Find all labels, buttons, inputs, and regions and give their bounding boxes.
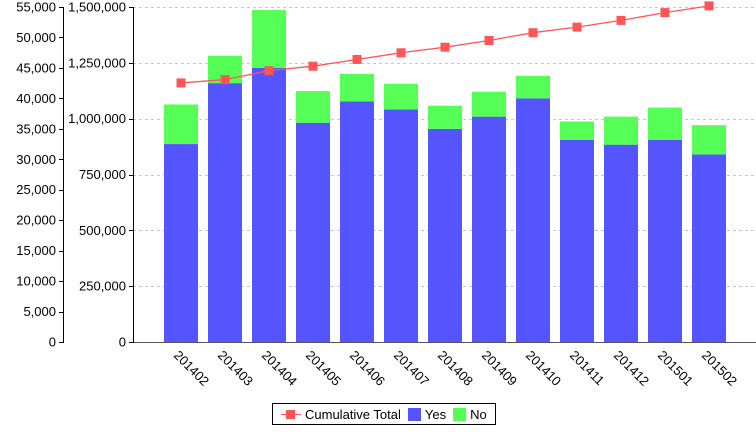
right-tick-label: 500,000 (79, 223, 126, 238)
bar-no (516, 75, 550, 99)
point-cumulative-total (396, 48, 406, 58)
bar-yes (516, 98, 550, 342)
left-tick-label: 20,000 (16, 213, 56, 228)
legend-item-cumulative-total: Cumulative Total (281, 407, 401, 422)
bar-yes (692, 154, 726, 342)
x-tick-label: 201403 (215, 348, 256, 389)
right-tick-label: 250,000 (79, 279, 126, 294)
x-tick-label: 201408 (435, 348, 476, 389)
legend-label-no: No (470, 406, 487, 422)
left-tick-label: 55,000 (16, 0, 56, 15)
left-tick-label: 30,000 (16, 152, 56, 167)
bar-no (472, 91, 506, 117)
x-tick-label: 201402 (171, 348, 212, 389)
left-tick-label: 50,000 (16, 30, 56, 45)
point-cumulative-total (660, 8, 670, 18)
legend-label-cumulative-total: Cumulative Total (305, 406, 401, 422)
left-tick-label: 15,000 (16, 243, 56, 258)
point-cumulative-total (704, 1, 714, 11)
x-tick-label: 201409 (479, 348, 520, 389)
bar-yes (384, 109, 418, 342)
x-tick-label: 201412 (611, 348, 652, 389)
bar-yes (648, 139, 682, 342)
bar-no (252, 10, 286, 68)
point-cumulative-total (528, 28, 538, 38)
bar-no (164, 104, 198, 145)
x-tick-label: 201407 (391, 348, 432, 389)
x-tick-label: 201502 (699, 348, 740, 389)
bar-no (296, 91, 330, 123)
bar-no (560, 121, 594, 140)
point-cumulative-total (484, 36, 494, 45)
bar-yes (472, 116, 506, 343)
right-tick-label: 1,250,000 (68, 55, 126, 70)
point-cumulative-total (572, 22, 582, 32)
bar-yes (428, 128, 462, 342)
right-tick-label: 1,500,000 (68, 0, 126, 15)
bar-yes (252, 67, 286, 342)
bar-no (428, 105, 462, 129)
x-tick-label: 201406 (347, 348, 388, 389)
left-tick-label: 0 (49, 335, 56, 350)
x-tick-label: 201411 (567, 348, 608, 389)
x-tick-label: 201405 (303, 348, 344, 389)
bar-yes (208, 83, 242, 343)
bar-no (604, 116, 638, 145)
x-tick-label: 201501 (655, 348, 696, 389)
bar-no (648, 107, 682, 140)
point-cumulative-total (264, 66, 274, 76)
legend-marker-cumulative-total (281, 408, 301, 421)
bar-no (692, 125, 726, 155)
right-tick-label: 0 (119, 335, 126, 350)
bar-yes (164, 144, 198, 342)
legend-item-yes: Yes (407, 406, 447, 422)
x-tick-label: 201404 (259, 348, 300, 389)
legend-label-yes: Yes (424, 406, 447, 422)
point-cumulative-total (352, 54, 362, 64)
x-tick-label: 201410 (523, 348, 564, 389)
point-cumulative-total (440, 42, 450, 52)
right-tick-label: 750,000 (79, 167, 126, 182)
left-tick-label: 45,000 (16, 60, 56, 75)
point-cumulative-total (176, 78, 186, 88)
left-tick-label: 40,000 (16, 91, 56, 106)
bar-no (340, 74, 374, 102)
left-tick-label: 35,000 (16, 121, 56, 136)
legend: Cumulative Total Yes No (272, 403, 496, 425)
legend-swatch-no (453, 407, 467, 421)
left-tick-label: 5,000 (23, 304, 56, 319)
left-tick-label: 25,000 (16, 182, 56, 197)
legend-swatch-yes (407, 407, 421, 421)
point-cumulative-total (220, 75, 230, 85)
bar-yes (340, 101, 374, 342)
bar-yes (296, 122, 330, 343)
point-cumulative-total (308, 61, 318, 71)
left-tick-label: 10,000 (16, 274, 56, 289)
bar-yes (560, 139, 594, 342)
bar-yes (604, 144, 638, 342)
legend-item-no: No (453, 407, 487, 422)
point-cumulative-total (616, 15, 626, 25)
bar-no (384, 83, 418, 110)
right-tick-label: 1,000,000 (68, 111, 126, 126)
